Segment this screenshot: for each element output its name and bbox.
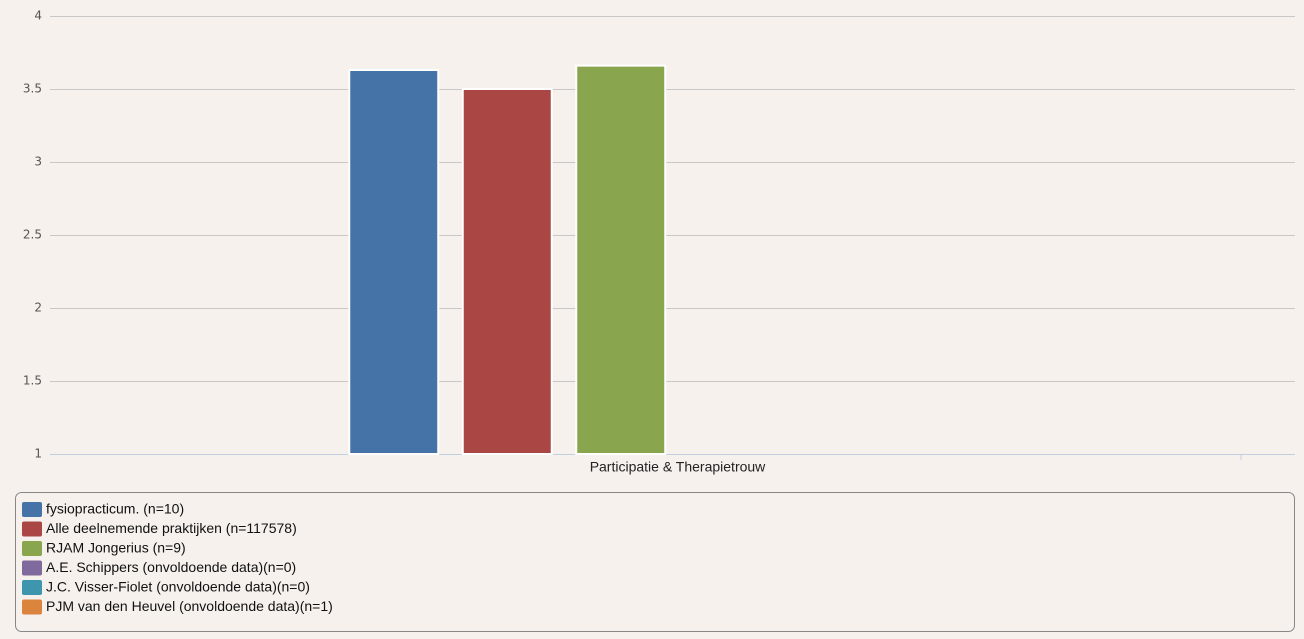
- legend-swatch: [22, 521, 42, 537]
- y-tick-label: 3.5: [23, 82, 42, 96]
- legend-swatch: [22, 541, 42, 556]
- y-tick-label: 1: [34, 447, 42, 461]
- legend-swatch: [22, 599, 42, 615]
- y-tick-label: 1.5: [23, 374, 42, 388]
- legend-label: RJAM Jongerius (n=9): [46, 540, 186, 556]
- legend-label: PJM van den Heuvel (onvoldoende data)(n=…: [46, 598, 333, 614]
- legend-label: Alle deelnemende praktijken (n=117578): [46, 520, 297, 536]
- bar: [461, 88, 553, 455]
- bar: [348, 69, 440, 456]
- legend-box: [15, 492, 1295, 632]
- bar: [575, 64, 667, 455]
- y-tick-label: 4: [34, 9, 42, 23]
- y-tick-label: 2: [34, 301, 42, 315]
- y-tick-label: 2.5: [23, 228, 42, 242]
- legend-label: A.E. Schippers (onvoldoende data)(n=0): [46, 559, 296, 575]
- y-tick-label: 3: [34, 155, 42, 169]
- legend-swatch: [22, 560, 42, 576]
- legend-label: fysiopracticum. (n=10): [46, 501, 184, 517]
- legend-swatch: [22, 580, 42, 595]
- legend-label: J.C. Visser-Fiolet (onvoldoende data)(n=…: [46, 579, 310, 595]
- legend-swatch: [22, 502, 42, 517]
- x-tick-label: Participatie & Therapietrouw: [590, 459, 766, 475]
